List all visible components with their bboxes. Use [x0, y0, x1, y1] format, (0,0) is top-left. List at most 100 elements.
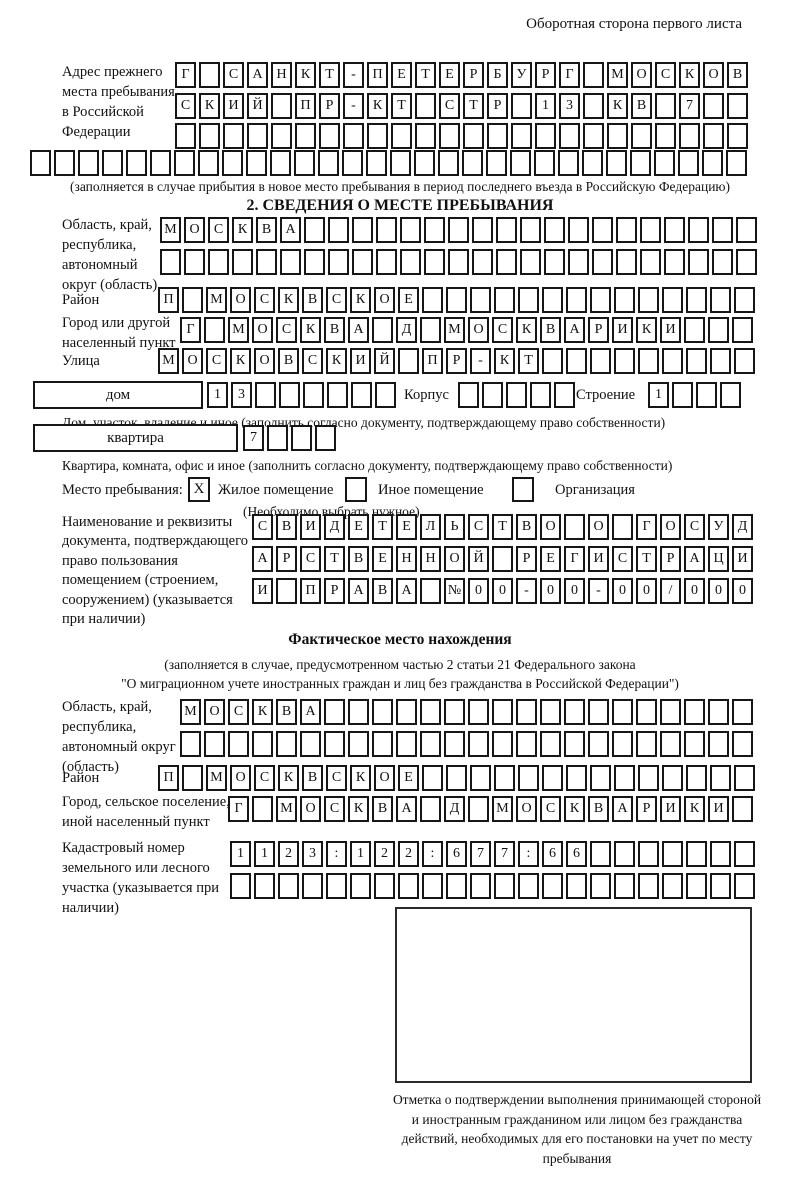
char-cell[interactable] — [566, 765, 587, 791]
char-cell[interactable]: В — [727, 62, 748, 88]
char-cell[interactable] — [424, 217, 445, 243]
char-cell[interactable]: У — [708, 514, 729, 540]
char-cell[interactable] — [271, 93, 292, 119]
char-cell[interactable] — [710, 841, 731, 867]
char-cell[interactable] — [732, 317, 753, 343]
char-cell[interactable]: П — [158, 765, 179, 791]
char-cell[interactable]: О — [631, 62, 652, 88]
char-cell[interactable] — [352, 249, 373, 275]
char-cell[interactable] — [348, 699, 369, 725]
char-cell[interactable] — [516, 731, 537, 757]
char-cell[interactable] — [662, 287, 683, 313]
char-cell[interactable]: А — [280, 217, 301, 243]
char-cell[interactable] — [590, 873, 611, 899]
char-cell[interactable] — [544, 217, 565, 243]
char-cell[interactable] — [482, 382, 503, 408]
char-cell[interactable] — [518, 765, 539, 791]
char-cell[interactable] — [396, 731, 417, 757]
char-cell[interactable] — [252, 731, 273, 757]
char-cell[interactable]: Б — [487, 62, 508, 88]
char-cell[interactable]: Й — [374, 348, 395, 374]
char-cell[interactable] — [175, 123, 196, 149]
char-cell[interactable]: Е — [372, 546, 393, 572]
char-cell[interactable]: 1 — [350, 841, 371, 867]
char-cell[interactable]: О — [374, 765, 395, 791]
char-cell[interactable] — [415, 93, 436, 119]
char-cell[interactable]: Ь — [444, 514, 465, 540]
char-cell[interactable]: М — [492, 796, 513, 822]
char-cell[interactable]: В — [278, 348, 299, 374]
char-cell[interactable]: В — [324, 317, 345, 343]
char-cell[interactable] — [444, 731, 465, 757]
char-cell[interactable]: Н — [271, 62, 292, 88]
char-cell[interactable] — [703, 93, 724, 119]
char-cell[interactable]: М — [180, 699, 201, 725]
char-cell[interactable]: С — [655, 62, 676, 88]
char-cell[interactable] — [300, 731, 321, 757]
char-cell[interactable] — [636, 699, 657, 725]
char-cell[interactable] — [614, 348, 635, 374]
char-cell[interactable] — [638, 287, 659, 313]
char-cell[interactable] — [279, 382, 300, 408]
char-cell[interactable] — [199, 62, 220, 88]
char-cell[interactable]: Й — [247, 93, 268, 119]
char-cell[interactable] — [612, 699, 633, 725]
char-cell[interactable]: 0 — [612, 578, 633, 604]
char-cell[interactable] — [255, 382, 276, 408]
char-cell[interactable]: Р — [463, 62, 484, 88]
char-cell[interactable]: К — [232, 217, 253, 243]
char-cell[interactable]: К — [494, 348, 515, 374]
char-cell[interactable]: - — [343, 93, 364, 119]
char-cell[interactable]: А — [612, 796, 633, 822]
checkbox-organizatsiya[interactable] — [512, 477, 534, 502]
char-cell[interactable] — [614, 841, 635, 867]
char-cell[interactable]: 1 — [207, 382, 228, 408]
char-cell[interactable]: С — [468, 514, 489, 540]
char-cell[interactable]: М — [160, 217, 181, 243]
char-cell[interactable] — [420, 317, 441, 343]
char-cell[interactable] — [564, 699, 585, 725]
char-cell[interactable] — [542, 287, 563, 313]
char-cell[interactable] — [223, 123, 244, 149]
char-cell[interactable] — [640, 249, 661, 275]
char-cell[interactable]: Д — [732, 514, 753, 540]
char-cell[interactable] — [732, 699, 753, 725]
char-cell[interactable]: С — [540, 796, 561, 822]
char-cell[interactable]: И — [732, 546, 753, 572]
char-cell[interactable] — [732, 796, 753, 822]
char-cell[interactable]: М — [444, 317, 465, 343]
char-cell[interactable]: И — [350, 348, 371, 374]
char-cell[interactable]: В — [631, 93, 652, 119]
char-cell[interactable]: М — [206, 287, 227, 313]
char-cell[interactable] — [398, 873, 419, 899]
char-cell[interactable] — [446, 765, 467, 791]
char-cell[interactable]: К — [679, 62, 700, 88]
char-cell[interactable] — [530, 382, 551, 408]
char-cell[interactable] — [367, 123, 388, 149]
char-cell[interactable] — [468, 699, 489, 725]
char-cell[interactable] — [518, 873, 539, 899]
kvartira-box[interactable]: квартира — [33, 424, 238, 452]
char-cell[interactable] — [631, 123, 652, 149]
char-cell[interactable]: Р — [487, 93, 508, 119]
char-cell[interactable] — [734, 765, 755, 791]
char-cell[interactable]: Г — [180, 317, 201, 343]
char-cell[interactable]: И — [708, 796, 729, 822]
char-cell[interactable] — [710, 873, 731, 899]
char-cell[interactable] — [684, 731, 705, 757]
char-cell[interactable]: И — [588, 546, 609, 572]
char-cell[interactable]: В — [588, 796, 609, 822]
char-cell[interactable]: В — [372, 578, 393, 604]
char-cell[interactable]: Е — [540, 546, 561, 572]
char-cell[interactable]: О — [540, 514, 561, 540]
char-cell[interactable] — [638, 841, 659, 867]
char-cell[interactable] — [295, 123, 316, 149]
char-cell[interactable] — [558, 150, 579, 176]
char-cell[interactable]: Е — [348, 514, 369, 540]
char-cell[interactable] — [366, 150, 387, 176]
char-cell[interactable]: - — [516, 578, 537, 604]
char-cell[interactable] — [672, 382, 693, 408]
char-cell[interactable]: Т — [518, 348, 539, 374]
char-cell[interactable] — [679, 123, 700, 149]
checkbox-zhiloe[interactable]: X — [188, 477, 210, 502]
